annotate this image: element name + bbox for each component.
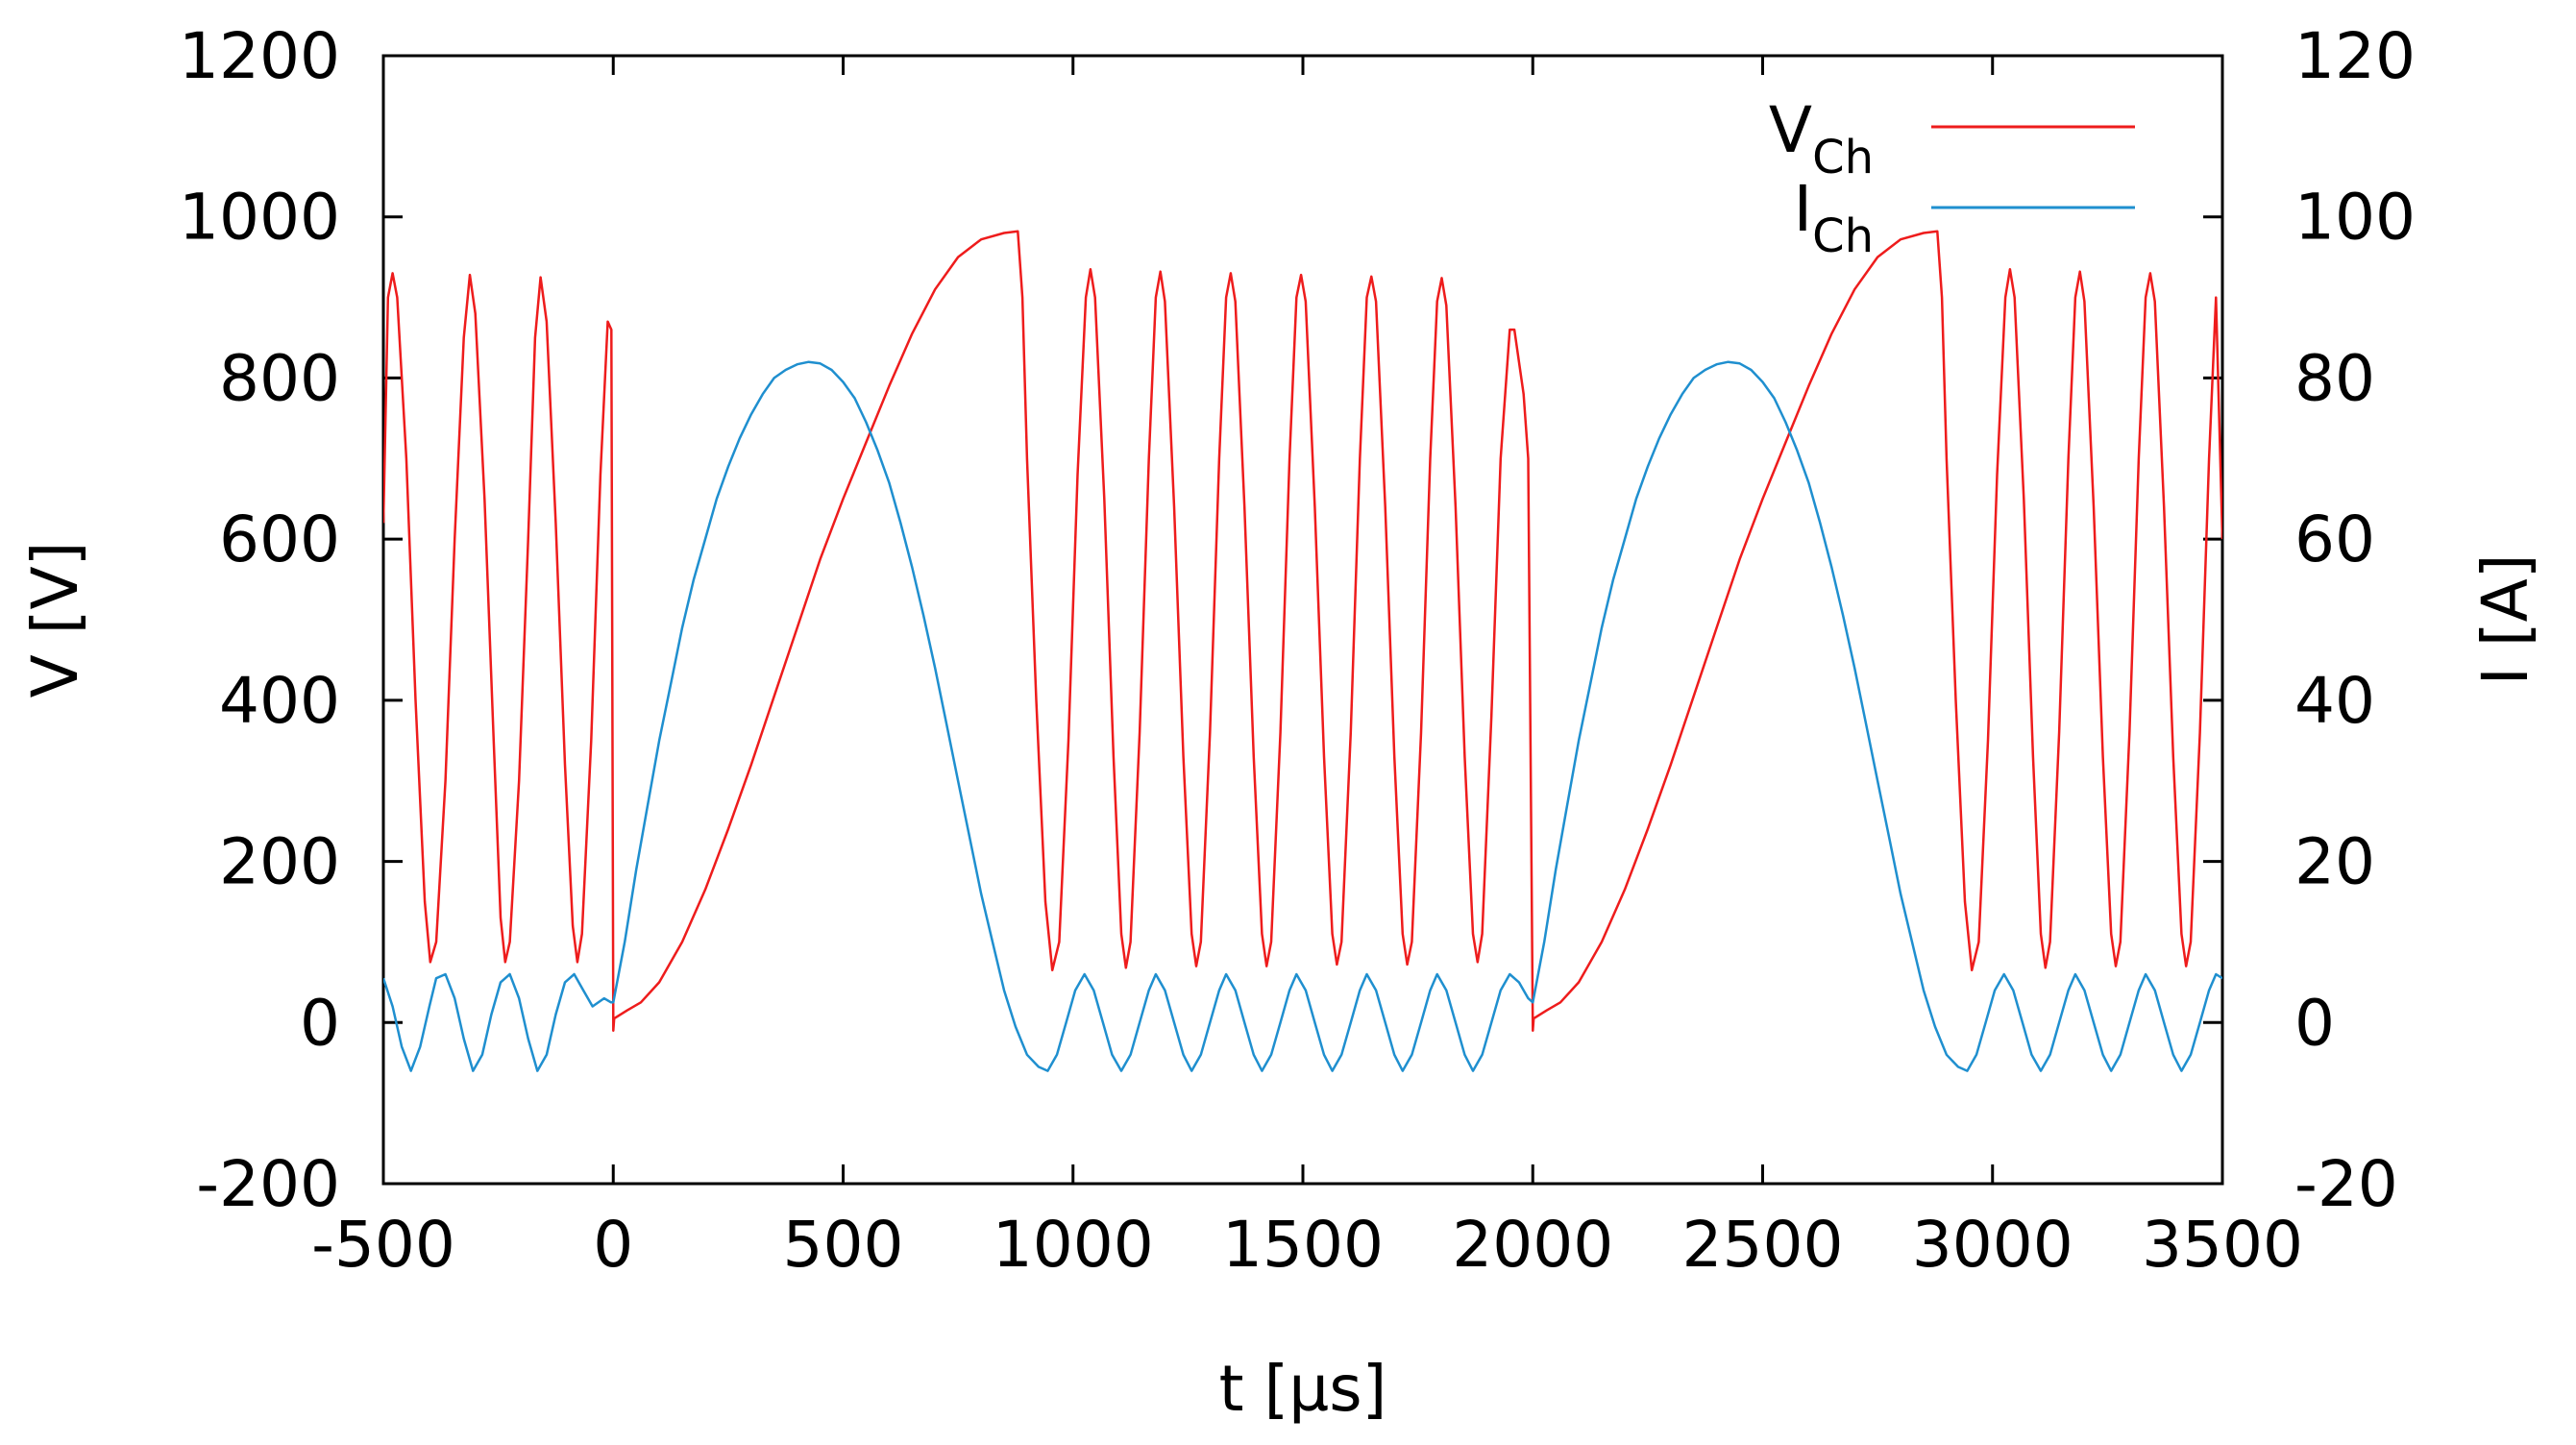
plot-frame <box>381 54 2224 1186</box>
y2-axis-title: I [A] <box>2468 553 2542 685</box>
y2-tick-label: 40 <box>2294 664 2375 738</box>
legend: VCh ICh <box>1769 93 2135 263</box>
legend-label-voltage-main: V <box>1769 93 1812 167</box>
y-tick-label: 1000 <box>179 181 340 255</box>
y-tick-label: 1200 <box>179 19 340 93</box>
legend-label-current-sub: Ch <box>1812 209 1874 263</box>
y-tick-label: 600 <box>219 502 340 576</box>
data-series <box>383 230 2222 1072</box>
series-line-current <box>383 360 2222 1072</box>
legend-label-voltage-sub: Ch <box>1812 131 1874 184</box>
x-axis-title: t [µs] <box>1219 1352 1387 1426</box>
y-axis-title: V [V] <box>18 542 92 698</box>
legend-label-current: ICh <box>1794 172 1874 263</box>
x-tick-label: 0 <box>593 1208 633 1282</box>
x-tick-label: 2000 <box>1452 1208 1613 1282</box>
y2-tick-label: 120 <box>2294 19 2416 93</box>
y2-tick-label: 20 <box>2294 825 2375 899</box>
y2-tick-label: 0 <box>2294 986 2335 1060</box>
x-tick-label: -500 <box>311 1208 455 1282</box>
legend-entry-voltage: VCh <box>1769 93 2135 184</box>
y-tick-label: 0 <box>300 986 340 1060</box>
x-tick-label: 3000 <box>1912 1208 2073 1282</box>
series-line-voltage <box>383 230 2222 1032</box>
axis-ticks <box>381 54 2224 1186</box>
x-tick-label: 3500 <box>2142 1208 2303 1282</box>
y-tick-label: 800 <box>219 341 340 415</box>
x-tick-label: 1000 <box>993 1208 1154 1282</box>
legend-label-current-main: I <box>1794 172 1812 246</box>
y2-tick-label: 80 <box>2294 341 2375 415</box>
x-tick-label: 2500 <box>1682 1208 1844 1282</box>
y2-tick-label: 100 <box>2294 181 2416 255</box>
plot-area <box>381 54 2224 1186</box>
x-tick-label: 500 <box>783 1208 904 1282</box>
tick-labels: -500 0 500 1000 1500 2000 2500 3000 3500-2000200… <box>179 19 2416 1282</box>
x-tick-label: 1500 <box>1222 1208 1384 1282</box>
y2-tick-label: 60 <box>2294 502 2375 576</box>
y2-tick-label: -20 <box>2294 1147 2398 1221</box>
legend-label-voltage: VCh <box>1769 93 1874 184</box>
y-tick-label: -200 <box>196 1147 340 1221</box>
y-tick-label: 200 <box>219 825 340 899</box>
y-tick-label: 400 <box>219 664 340 738</box>
legend-entry-current: ICh <box>1794 172 2135 263</box>
